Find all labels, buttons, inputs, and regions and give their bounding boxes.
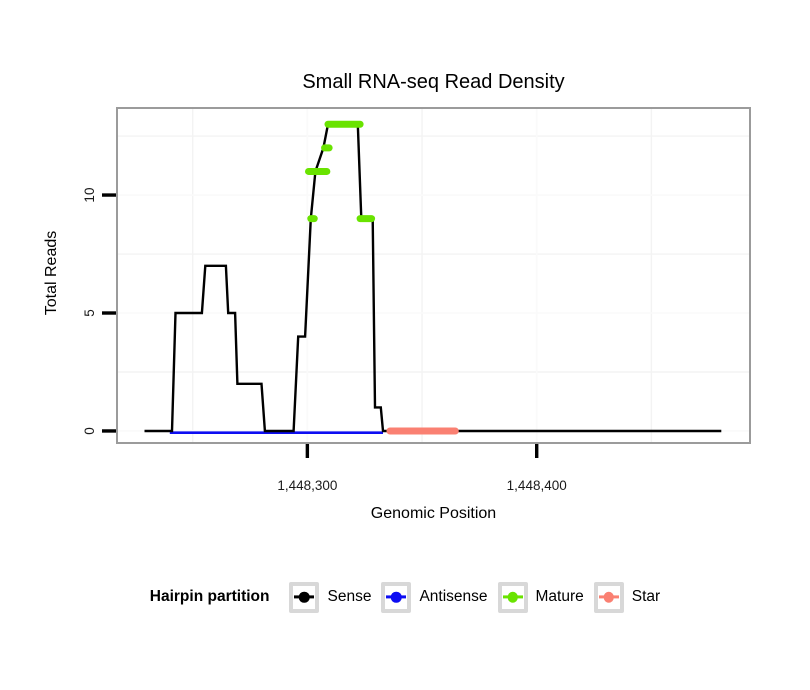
- legend-label-antisense: Antisense: [419, 588, 488, 605]
- legend-key-star: [593, 581, 624, 613]
- mature-point-icon: [507, 591, 518, 603]
- x-axis-title: Genomic Position: [370, 505, 497, 522]
- legend-key-mature: [497, 581, 528, 613]
- x-tick-label: 1,448,300: [277, 478, 337, 493]
- y-tick-label: 0: [82, 427, 97, 435]
- legend-item-mature: Mature: [497, 581, 584, 613]
- legend-key-antisense: [381, 581, 412, 613]
- legend-label-star: Star: [631, 588, 661, 605]
- legend-item-star: Star: [593, 581, 661, 613]
- star-point-icon: [603, 591, 615, 603]
- legend-label-mature: Mature: [535, 588, 584, 605]
- panel-border: [116, 107, 751, 444]
- x-tick-label: 1,448,400: [507, 478, 567, 493]
- sense-line: [144, 123, 722, 433]
- y-tick-label: 10: [82, 188, 97, 203]
- antisense-point-icon: [391, 591, 402, 603]
- y-tick-label: 5: [82, 309, 97, 317]
- legend-item-sense: Sense: [289, 581, 372, 613]
- legend-key-sense: [289, 581, 320, 613]
- legend-label-sense: Sense: [327, 588, 372, 605]
- legend-item-antisense: Antisense: [381, 581, 488, 613]
- legend: Hairpin partition Sense Antisense Mature St…: [0, 580, 810, 614]
- sense-point-icon: [299, 591, 310, 603]
- chart-title: Small RNA-seq Read Density: [302, 71, 565, 93]
- legend-title: Hairpin partition: [149, 588, 270, 605]
